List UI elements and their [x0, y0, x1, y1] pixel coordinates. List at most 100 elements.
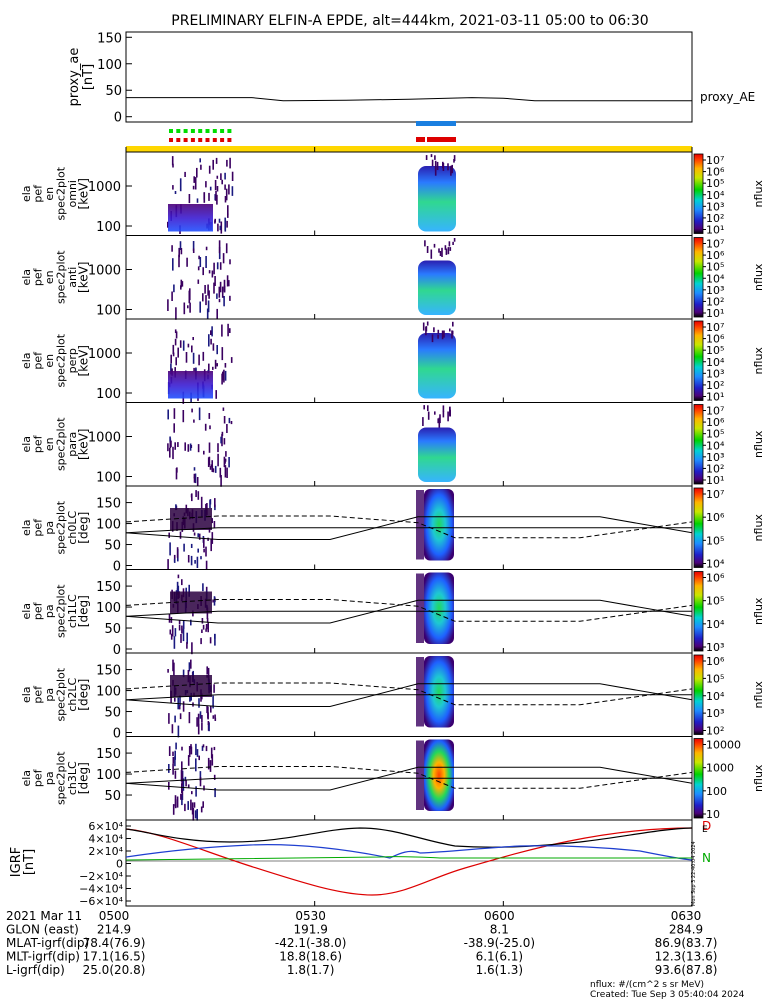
spec-noise-pixel: [212, 695, 214, 709]
spec-noise-pixel: [452, 321, 454, 327]
colorbar-tick-label: 10⁴: [706, 272, 725, 285]
loss-cone-line: [125, 527, 692, 534]
igrf-y-tick-label: 4×10⁴: [88, 833, 123, 846]
spec-noise-pixel: [181, 579, 183, 586]
spec-noise-pixel: [169, 629, 172, 635]
pa-flux-band: [170, 675, 212, 697]
event-flux-edge: [416, 490, 424, 560]
spec-noise-pixel: [202, 293, 204, 302]
spec-noise-pixel: [220, 221, 223, 234]
footer-row-label: MLT-igrf(dip): [6, 950, 80, 964]
footer-value: 1.8(1.7): [287, 963, 335, 977]
spec-noise-pixel: [212, 159, 214, 170]
colorbar-tick-label: 10⁶: [706, 416, 725, 429]
spec-noise-pixel: [207, 457, 210, 467]
spec-noise-pixel: [171, 625, 174, 637]
spec-y-label: elapefenspec2plotomni[keV]: [20, 166, 91, 220]
spec-noise-pixel: [220, 173, 222, 180]
spec-noise-pixel: [219, 225, 222, 231]
spec-noise-pixel: [206, 666, 208, 675]
spec-noise-pixel: [167, 669, 169, 673]
spec-noise-pixel: [216, 345, 218, 355]
spec-noise-pixel: [174, 770, 177, 779]
spec-noise-pixel: [190, 543, 193, 548]
colorbar-tick-label: 10⁵: [706, 534, 724, 547]
colorbar-tick-label: 10⁵: [706, 595, 724, 608]
colorbar-tick-label: 10⁵: [706, 261, 724, 274]
colorbar-tick-label: 10²: [706, 212, 724, 225]
colorbar-tick-label: 10⁷: [706, 154, 724, 167]
igrf-y-tick-label: −2×10⁴: [79, 870, 123, 883]
spec-noise-pixel: [426, 321, 429, 326]
colorbar-tick-label: 100: [706, 785, 727, 798]
spec-noise-pixel: [191, 408, 193, 413]
spec-noise-pixel: [223, 285, 226, 293]
ae-y-tick-label: 150: [97, 31, 122, 46]
spec-noise-pixel: [229, 157, 231, 169]
spec-noise-pixel: [188, 194, 191, 204]
spec-noise-pixel: [188, 290, 191, 304]
spec-noise-pixel: [441, 330, 444, 340]
spec-noise-pixel: [187, 305, 189, 309]
spectrogram-panels: 1000 100 elapefenspec2plotomni[keV] 10⁷ 10⁶ 1…: [20, 151, 765, 821]
spec-y-label-line: pef: [32, 434, 45, 453]
spec-noise-pixel: [231, 186, 234, 196]
spec-y-tick-label: 150: [96, 580, 121, 595]
spec-noise-pixel: [214, 717, 217, 721]
spec-noise-pixel: [174, 799, 177, 809]
spec-noise-pixel: [214, 276, 216, 286]
spec-y-label: elapefenspec2plotperp[keV]: [20, 333, 91, 387]
spec-noise-pixel: [197, 491, 200, 500]
perpendicular-line: [125, 766, 693, 789]
spec-noise-pixel: [434, 160, 437, 171]
spec-noise-pixel: [196, 556, 199, 568]
spec-noise-pixel: [202, 267, 204, 276]
spec-noise-pixel: [186, 642, 188, 649]
spec-y-tick-label: 50: [104, 789, 121, 804]
spec-noise-pixel: [424, 240, 426, 247]
colorbar-tick-label: 10³: [706, 451, 724, 464]
red-dot: [169, 138, 173, 142]
spec-noise-pixel: [172, 757, 175, 764]
loss-cone-line: [125, 610, 692, 617]
spec-noise-pixel: [203, 785, 205, 791]
anti-loss-cone-line: [125, 516, 693, 540]
spec-noise-pixel: [227, 213, 229, 218]
spec-noise-pixel: [207, 284, 209, 296]
spec-y-label-line: ela: [20, 770, 33, 787]
spec-y-tick-label: 1000: [88, 180, 121, 195]
green-dot: [183, 129, 188, 133]
spec-noise-pixel: [205, 624, 208, 630]
spec-noise-pixel: [168, 613, 171, 623]
spec-noise-pixel: [174, 697, 176, 702]
colorbar-tick-label: 10⁶: [706, 333, 725, 346]
spec-noise-pixel: [216, 186, 219, 192]
footer-value: 191.9: [293, 923, 327, 937]
spec-noise-pixel: [179, 178, 182, 192]
spec-noise-pixel: [167, 299, 169, 311]
spec-noise-pixel: [190, 555, 193, 566]
spec-noise-pixel: [220, 475, 222, 487]
spec-noise-pixel: [437, 418, 439, 424]
green-dot: [212, 129, 217, 133]
spec-y-tick-label: 100: [96, 601, 121, 616]
spec-noise-pixel: [198, 698, 200, 708]
spec-noise-pixel: [205, 246, 208, 251]
spec-noise-pixel: [221, 434, 223, 447]
spec-y-label-line: ela: [20, 352, 33, 369]
spec-noise-pixel: [181, 746, 183, 751]
spec-y-label-line: ch3LC: [66, 761, 79, 795]
spec-noise-pixel: [199, 711, 202, 719]
spec-noise-pixel: [215, 390, 217, 399]
spec-noise-pixel: [187, 343, 190, 348]
spec-noise-pixel: [223, 438, 226, 445]
spec-noise-pixel: [224, 217, 226, 231]
spec-noise-pixel: [212, 715, 215, 719]
spec-noise-pixel: [211, 532, 214, 544]
spec-y-label: elapefpaspec2plotch2LC[deg]: [20, 667, 91, 721]
spec-noise-pixel: [171, 724, 174, 734]
spec-noise-pixel: [225, 451, 227, 457]
footer-value: 17.1(16.5): [83, 950, 146, 964]
footer-row-label: MLAT-igrf(dip): [6, 936, 89, 950]
spec-noise-pixel: [189, 695, 191, 702]
